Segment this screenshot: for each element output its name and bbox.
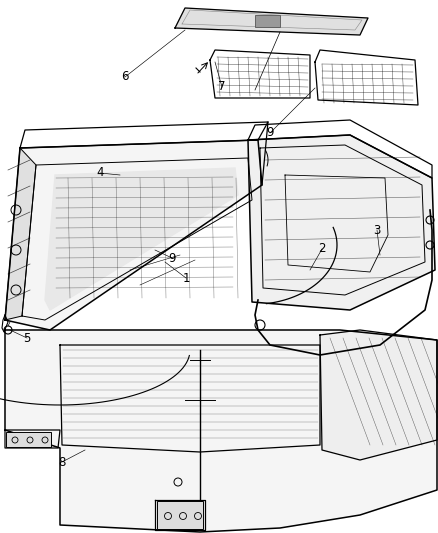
Text: 2: 2 (318, 243, 326, 255)
Text: 9: 9 (266, 126, 274, 140)
Text: 5: 5 (23, 332, 31, 344)
FancyBboxPatch shape (255, 15, 280, 27)
Polygon shape (5, 330, 437, 532)
Text: 7: 7 (218, 80, 226, 93)
Bar (157, 501, 203, 529)
Text: 8: 8 (58, 456, 66, 469)
Text: 6: 6 (121, 70, 129, 84)
Text: 1: 1 (182, 271, 190, 285)
Polygon shape (5, 140, 262, 330)
Polygon shape (5, 148, 36, 320)
Polygon shape (320, 330, 437, 460)
Polygon shape (175, 8, 368, 35)
Polygon shape (248, 135, 435, 310)
Text: 9: 9 (168, 252, 176, 264)
Polygon shape (45, 168, 238, 310)
Text: 3: 3 (373, 223, 381, 237)
Bar (6, 432, 51, 447)
Text: 4: 4 (96, 166, 104, 180)
